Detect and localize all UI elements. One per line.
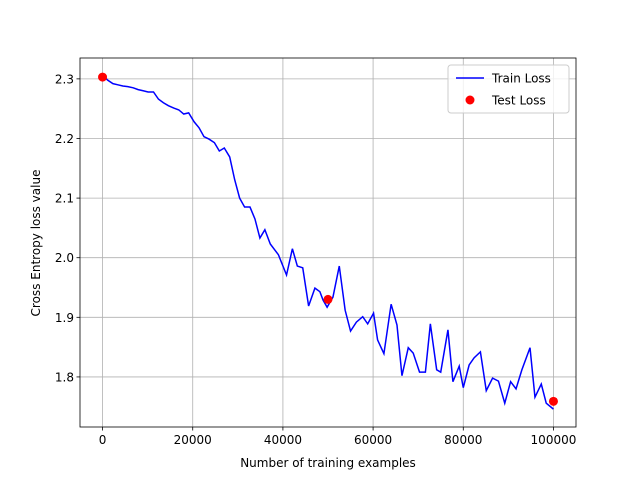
y-tick-label: 1.8 xyxy=(55,370,74,384)
y-tick-label: 2.0 xyxy=(55,251,74,265)
plot-frame xyxy=(79,57,577,428)
y-tick-label: 1.9 xyxy=(55,311,74,325)
y-tick-label: 2.3 xyxy=(55,72,74,86)
x-tick-label: 40000 xyxy=(264,433,302,447)
y-axis-label: Cross Entropy loss value xyxy=(29,170,43,317)
legend-label: Train Loss xyxy=(491,72,551,86)
x-tick-label: 20000 xyxy=(174,433,212,447)
legend-box xyxy=(447,64,570,114)
test-loss-point xyxy=(98,72,108,82)
test-loss-point xyxy=(323,294,333,304)
x-tick-label: 60000 xyxy=(354,433,392,447)
legend-marker xyxy=(465,95,475,105)
legend-label: Test Loss xyxy=(491,94,546,108)
train-loss-line xyxy=(101,74,554,410)
y-tick-label: 2.1 xyxy=(55,192,74,206)
y-tick-label: 2.2 xyxy=(55,132,74,146)
x-tick-label: 80000 xyxy=(444,433,482,447)
test-loss-point xyxy=(548,396,558,406)
x-tick-label: 100000 xyxy=(531,433,577,447)
x-tick-label: 0 xyxy=(99,433,107,447)
x-axis-label: Number of training examples xyxy=(240,456,416,470)
